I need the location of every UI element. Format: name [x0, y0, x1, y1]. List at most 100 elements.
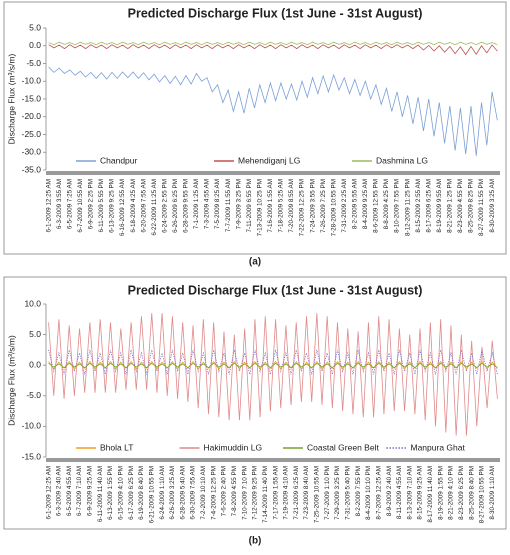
- x-tick-label: 7-24-2009 3:55 PM: [309, 179, 316, 233]
- x-tick-label: 8-27-2009 10:55 PM: [479, 466, 486, 523]
- x-tick-label: 6-24-2009 2:55 PM: [161, 179, 168, 233]
- x-tick-label: 7-22-2009 12:25 PM: [299, 179, 306, 236]
- x-tick-label: 8-11-2009 4:55 AM: [396, 466, 403, 519]
- y-tick-label: -15.0: [22, 451, 42, 461]
- x-tick-label: 8-15-2009 2:55 AM: [415, 179, 422, 233]
- y-tick-label: -15.0: [22, 93, 42, 103]
- x-tick-label: 8-2-2009 7:55 PM: [355, 466, 362, 516]
- x-tick-label: 6-5-2009 4:55 AM: [66, 466, 73, 516]
- x-tick-label: 7-20-2009 8:55 AM: [288, 179, 295, 233]
- x-tick-label: 8-30-2009 3:25 AM: [489, 179, 496, 233]
- x-tick-label: 7-2-2009 10:10 AM: [200, 466, 207, 520]
- x-tick-label: 6-30-2009 7:55 AM: [190, 466, 197, 520]
- panel-caption: (a): [249, 257, 261, 268]
- legend-label: Chandpur: [100, 155, 138, 165]
- x-tick-label: 8-7-2009 12:25 AM: [375, 466, 382, 520]
- x-tick-label: 6-26-2009 3:25 AM: [169, 466, 176, 520]
- x-tick-label: 8-17-2009 11:40 AM: [427, 466, 434, 523]
- x-tick-label: 7-17-2009 1:55 AM: [272, 466, 279, 520]
- x-tick-label: 6-5-2009 7:25 AM: [66, 179, 73, 229]
- x-tick-label: 6-3-2009 3:55 AM: [56, 179, 63, 229]
- x-tick-label: 8-19-2009 9:55 AM: [436, 179, 443, 233]
- x-tick-label: 6-11-2009 11:40 AM: [97, 466, 104, 522]
- x-tick-label: 8-25-2009 8:25 PM: [468, 179, 475, 233]
- x-tick-label: 6-1-2009 12:25 AM: [45, 466, 52, 520]
- x-tick-label: 6-28-2009 5:40 AM: [179, 466, 186, 520]
- x-tick-label: 7-19-2009 4:10 AM: [283, 466, 290, 520]
- y-tick-label: -10.0: [22, 421, 42, 431]
- x-tick-label: 8-9-2009 2:40 AM: [386, 466, 393, 516]
- x-tick-label: 6-22-2009 11:25 AM: [151, 179, 158, 236]
- x-tick-label: 8-17-2009 6:25 AM: [425, 179, 432, 233]
- x-tick-label: 6-21-2009 10:55 PM: [148, 466, 155, 523]
- x-tick-label: 7-7-2009 11:55 AM: [225, 179, 232, 232]
- x-tick-label: 8-23-2009 4:55 PM: [457, 179, 464, 233]
- x-tick-label: 7-10-2009 7:10 PM: [241, 466, 248, 520]
- series-line: [48, 41, 498, 46]
- x-tick-label: 6-19-2009 8:40 PM: [138, 466, 145, 520]
- x-tick-label: 6-16-2009 12:55 AM: [119, 179, 126, 236]
- legend-label: Mehendiganj LG: [238, 155, 300, 165]
- y-tick-label: -5.0: [26, 390, 41, 400]
- y-axis-label: Discharge Flux (m³/s/m): [6, 54, 16, 145]
- y-tick-label: -30.0: [22, 147, 42, 157]
- series-line: [48, 66, 498, 156]
- x-axis-bar: [46, 171, 500, 175]
- x-tick-label: 7-29-2009 3:25 PM: [334, 466, 341, 520]
- x-tick-label: 6-15-2009 4:10 PM: [117, 466, 124, 520]
- legend-label: Hakimuddin LG: [204, 442, 263, 452]
- x-tick-label: 8-30-2009 1:10 AM: [489, 466, 496, 520]
- x-tick-label: 8-23-2009 6:25 PM: [458, 466, 465, 520]
- y-axis-label: Discharge Flux (m³/s/m): [6, 335, 16, 426]
- x-tick-label: 8-13-2009 7:10 AM: [406, 466, 413, 520]
- panel-caption: (b): [249, 536, 262, 547]
- legend-label: Dashmina LG: [376, 155, 428, 165]
- x-tick-label: 8-8-2009 4:25 PM: [383, 179, 390, 229]
- x-tick-label: 8-2-2009 5:55 AM: [351, 179, 358, 229]
- y-tick-label: 0.0: [29, 359, 41, 369]
- legend-label: Coastal Green Belt: [307, 442, 379, 452]
- chart-title: Predicted Discharge Flux (1st June - 31s…: [128, 283, 423, 297]
- x-tick-label: 7-21-2009 6:25 AM: [293, 466, 300, 520]
- x-tick-label: 6-13-2009 9:25 PM: [109, 179, 116, 233]
- x-tick-label: 7-12-2009 9:25 PM: [252, 466, 259, 520]
- y-tick-label: 5.0: [29, 22, 41, 32]
- chart-title: Predicted Discharge Flux (1st June - 31s…: [128, 6, 423, 20]
- x-tick-label: 8-4-2009 10:10 PM: [365, 466, 372, 520]
- x-tick-label: 7-5-2009 8:25 AM: [214, 179, 221, 229]
- x-tick-label: 7-26-2009 7:25 PM: [320, 179, 327, 233]
- x-tick-label: 6-7-2009 7:10 AM: [76, 466, 83, 516]
- x-tick-label: 7-31-2009 5:40 PM: [344, 466, 351, 520]
- x-tick-label: 8-15-2009 9:25 AM: [417, 466, 424, 520]
- panel-frame: [3, 276, 507, 530]
- x-tick-label: 8-21-2009 1:25 PM: [447, 179, 454, 233]
- x-tick-label: 7-28-2009 10:55 PM: [330, 179, 337, 236]
- x-tick-label: 7-23-2009 8:40 AM: [303, 466, 310, 520]
- legend-label: Manpura Ghat: [411, 442, 466, 452]
- x-tick-label: 7-31-2009 2:25 AM: [341, 179, 348, 233]
- x-tick-label: 7-1-2009 1:25 AM: [193, 179, 200, 229]
- x-tick-label: 7-11-2009 6:55 PM: [246, 179, 253, 232]
- x-tick-label: 7-3-2009 4:55 AM: [204, 179, 211, 229]
- x-tick-label: 8-12-2009 11:25 PM: [404, 179, 411, 236]
- x-tick-label: 6-17-2009 6:25 PM: [128, 466, 135, 520]
- x-tick-label: 8-19-2009 1:55 PM: [437, 466, 444, 520]
- x-tick-label: 6-24-2009 1:10 AM: [159, 466, 166, 520]
- x-tick-label: 7-18-2009 5:25 AM: [278, 179, 285, 233]
- x-tick-label: 6-18-2009 4:25 AM: [130, 179, 137, 233]
- y-tick-label: -20.0: [22, 111, 42, 121]
- y-tick-label: 10.0: [24, 298, 41, 308]
- x-tick-label: 8-21-2009 4:10 PM: [448, 466, 455, 520]
- x-tick-label: 6-13-2009 1:55 PM: [107, 466, 114, 520]
- y-tick-label: -35.0: [22, 164, 42, 174]
- x-tick-label: 7-9-2009 3:25 PM: [235, 179, 242, 229]
- x-tick-label: 8-25-2009 8:40 PM: [468, 466, 475, 520]
- y-tick-label: 0.0: [29, 40, 41, 50]
- x-tick-label: 6-9-2009 2:25 PM: [88, 179, 95, 229]
- x-tick-label: 6-3-2009 2:40 AM: [56, 466, 63, 516]
- series-line: [48, 362, 498, 369]
- x-tick-label: 8-6-2009 12:55 PM: [373, 179, 380, 233]
- y-tick-label: 5.0: [29, 329, 41, 339]
